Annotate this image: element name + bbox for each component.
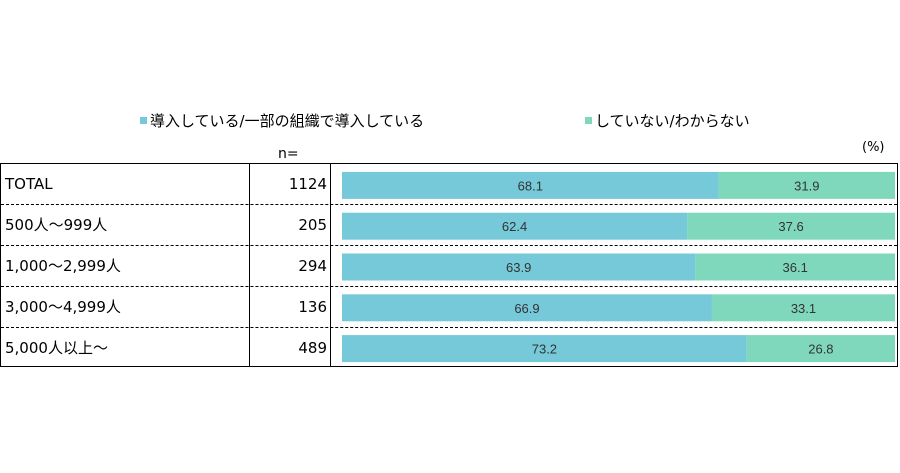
row-label: 500人～999人: [5, 216, 108, 234]
bar-implemented: [342, 253, 696, 281]
data-label-not-implemented: 26.8: [808, 342, 833, 357]
row-label: TOTAL: [5, 175, 53, 193]
bar-not-implemented: [718, 171, 895, 199]
data-label-implemented: 73.2: [532, 342, 557, 357]
legend-label-implemented: 導入している/一部の組織で導入している: [150, 112, 425, 130]
data-label-implemented: 62.4: [502, 219, 527, 234]
stacked-bar-chart: 68.1 31.9 62.4 37.6 63.9 36.1 66.9 33.1 73.2 26.8: [342, 171, 895, 363]
legend: 導入している/一部の組織で導入している していない/わからない: [0, 110, 900, 132]
table-row: 5,000人以上～ 489: [1, 327, 897, 369]
row-label: 3,000～4,999人: [5, 298, 121, 316]
legend-item-not-implemented: していない/わからない: [585, 110, 750, 131]
divider-label-n: [249, 164, 250, 366]
data-label-not-implemented: 31.9: [794, 178, 819, 193]
n-header: n=: [278, 146, 299, 162]
legend-item-implemented: 導入している/一部の組織で導入している: [140, 110, 424, 131]
data-label-implemented: 66.9: [514, 301, 539, 316]
data-label-implemented: 63.9: [506, 260, 531, 275]
row-n: 205: [298, 216, 327, 234]
bar-implemented: [342, 212, 688, 240]
row-n: 489: [298, 339, 327, 357]
legend-swatch-not-implemented: [585, 117, 592, 124]
table-row: 500人～999人 205: [1, 204, 897, 246]
bar-not-implemented: [711, 294, 895, 322]
bar-not-implemented: [746, 335, 895, 363]
data-label-not-implemented: 37.6: [778, 219, 803, 234]
table-row: 3,000～4,999人 136: [1, 286, 897, 328]
legend-label-not-implemented: していない/わからない: [595, 112, 750, 130]
bar-implemented: [342, 171, 719, 199]
data-label-not-implemented: 33.1: [791, 301, 816, 316]
data-label-not-implemented: 36.1: [783, 260, 808, 275]
row-n: 136: [298, 298, 327, 316]
row-label: 1,000～2,999人: [5, 257, 121, 275]
data-table: TOTAL 1124 500人～999人 205 1,000～2,999人 29…: [0, 163, 898, 367]
data-label-implemented: 68.1: [518, 178, 543, 193]
unit-label: (%): [862, 140, 885, 155]
row-n: 1124: [288, 175, 327, 193]
legend-swatch-implemented: [140, 117, 147, 124]
table-row: 1,000～2,999人 294: [1, 245, 897, 287]
table-row: TOTAL 1124: [1, 164, 897, 205]
bar-not-implemented: [687, 212, 895, 240]
bar-implemented: [342, 335, 747, 363]
row-n: 294: [298, 257, 327, 275]
bar-implemented: [342, 294, 712, 322]
divider-n-chart: [330, 164, 331, 366]
bar-not-implemented: [695, 253, 895, 281]
row-label: 5,000人以上～: [5, 339, 108, 357]
